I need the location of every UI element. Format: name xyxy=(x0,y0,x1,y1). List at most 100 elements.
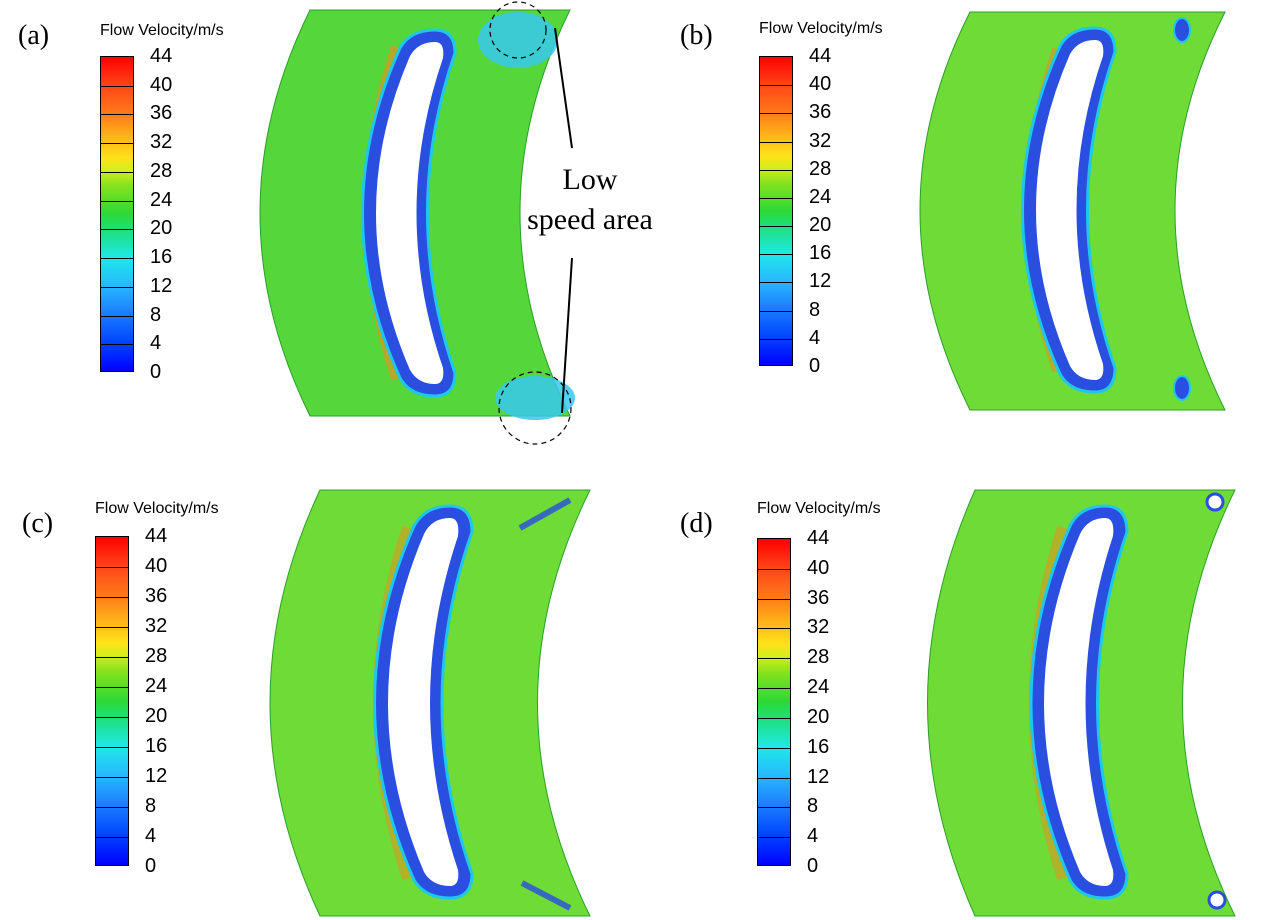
colorbar-tick-line xyxy=(758,598,790,600)
velocity-field-c xyxy=(269,489,591,917)
colorbar-tick-line xyxy=(101,344,133,346)
wake-streak-top-c xyxy=(518,497,572,531)
low-speed-region-top-a xyxy=(478,12,558,68)
colorbar-tick-line xyxy=(760,282,792,284)
colorbar-tick-label: 28 xyxy=(809,157,832,180)
colorbar-b xyxy=(759,56,793,366)
colorbar-tick-label: 24 xyxy=(807,676,830,699)
colorbar-tick-label: 4 xyxy=(150,332,162,355)
panel-d: (d) Flow Velocity/m/s 44 40 36 32 28 24 20 16 12… xyxy=(635,460,1270,920)
colorbar-tick-line xyxy=(96,807,128,808)
colorbar-tick-label: 28 xyxy=(807,646,830,669)
colorbar-tick-line xyxy=(96,837,128,838)
colorbar-tick-line xyxy=(101,171,133,173)
annotation-leader-top xyxy=(554,27,573,149)
colorbar-tick-line xyxy=(96,567,128,568)
wake-streak-bottom-c xyxy=(520,880,572,911)
colorbar-tick-line xyxy=(758,807,790,809)
colorbar-tick-line xyxy=(760,338,792,340)
colorbar-tick-line xyxy=(758,688,790,690)
colorbar-tick-label: 36 xyxy=(809,101,832,124)
panel-a: (a) Flow Velocity/m/s Low speed area 44 4… xyxy=(0,0,653,460)
colorbar-tick-label: 44 xyxy=(145,525,168,547)
colorbar-tick-label: 8 xyxy=(809,298,821,321)
colorbar-tick-line xyxy=(758,777,790,779)
velocity-field-a xyxy=(259,1,575,445)
annotation-line-1: Low xyxy=(562,163,618,196)
colorbar-tick-line xyxy=(760,226,792,228)
colorbar-tick-label: 8 xyxy=(150,303,162,326)
small-vortex-top-d xyxy=(1205,492,1225,512)
colorbar-tick-label: 8 xyxy=(145,795,157,817)
colorbar-tick-label: 32 xyxy=(809,129,832,152)
colorbar-tick-label: 40 xyxy=(809,73,832,96)
colorbar-tick-line xyxy=(758,747,790,749)
colorbar-tick-line xyxy=(758,837,790,839)
colorbar-tick-line xyxy=(101,143,133,145)
colorbar-tick-label: 16 xyxy=(145,735,168,757)
colorbar-tick-label: 20 xyxy=(150,217,173,240)
small-vortex-bottom-d xyxy=(1207,890,1227,910)
colorbar-tick-label: 0 xyxy=(145,855,157,877)
low-speed-region-bottom-a xyxy=(495,376,575,420)
colorbar-tick-label: 12 xyxy=(807,765,830,788)
colorbar-tick-line xyxy=(760,85,792,87)
colorbar-tick-label: 40 xyxy=(145,555,168,577)
colorbar-tick-line xyxy=(96,777,128,778)
colorbar-tick-label: 32 xyxy=(807,616,830,639)
small-vortex-bottom-b xyxy=(1173,375,1191,401)
colorbar-tick-label: 28 xyxy=(150,159,173,182)
colorbar-title-b: Flow Velocity/m/s xyxy=(759,20,883,37)
colorbar-tick-label: 12 xyxy=(809,270,832,293)
colorbar-tick-line xyxy=(101,286,133,288)
colorbar-tick-line xyxy=(96,747,128,748)
panel-label-c: (c) xyxy=(22,508,54,539)
colorbar-tick-label: 36 xyxy=(145,585,168,607)
colorbar-tick-label: 0 xyxy=(809,355,821,377)
colorbar-tick-label: 20 xyxy=(809,214,832,237)
colorbar-tick-label: 24 xyxy=(150,188,173,211)
colorbar-tick-label: 44 xyxy=(809,45,832,67)
colorbar-tick-label: 36 xyxy=(807,586,830,609)
blade-hole-b xyxy=(1036,40,1104,380)
annotation-line-2: speed area xyxy=(527,203,653,236)
colorbar-a xyxy=(100,56,134,372)
blade-hole-d xyxy=(1044,518,1114,886)
blade-hole-c xyxy=(388,518,459,886)
annotation-low-speed: Low speed area xyxy=(505,160,675,240)
colorbar-tick-label: 8 xyxy=(807,795,819,818)
colorbar-tick-line xyxy=(101,315,133,317)
colorbar-tick-line xyxy=(101,200,133,202)
colorbar-tick-line xyxy=(760,197,792,199)
small-vortex-top-b xyxy=(1173,17,1191,43)
colorbar-tick-line xyxy=(758,628,790,630)
panel-label-d: (d) xyxy=(680,508,713,539)
colorbar-tick-label: 24 xyxy=(809,185,832,208)
colorbar-tick-label: 16 xyxy=(809,242,832,265)
colorbar-tick-line xyxy=(96,717,128,718)
colorbar-tick-line xyxy=(760,113,792,115)
low-speed-marker-top-a xyxy=(489,1,547,59)
colorbar-title-c: Flow Velocity/m/s xyxy=(95,500,219,517)
colorbar-tick-line xyxy=(760,141,792,143)
panel-label-b: (b) xyxy=(680,20,713,51)
colorbar-tick-line xyxy=(96,687,128,688)
colorbar-tick-line xyxy=(758,717,790,719)
colorbar-title-a: Flow Velocity/m/s xyxy=(100,22,224,39)
colorbar-tick-label: 40 xyxy=(807,556,830,579)
low-speed-marker-bottom-a xyxy=(498,371,572,445)
colorbar-tick-label: 16 xyxy=(150,246,173,269)
colorbar-tick-line xyxy=(101,229,133,231)
colorbar-tick-line xyxy=(101,114,133,116)
colorbar-tick-label: 20 xyxy=(145,705,168,727)
colorbar-tick-label: 4 xyxy=(145,825,157,847)
colorbar-tick-label: 0 xyxy=(150,361,162,383)
colorbar-tick-line xyxy=(760,254,792,256)
colorbar-tick-line xyxy=(96,627,128,628)
blade-hole-a xyxy=(376,42,444,384)
colorbar-tick-line xyxy=(101,85,133,87)
colorbar-tick-label: 40 xyxy=(150,73,173,96)
annotation-leader-bottom xyxy=(561,257,573,414)
colorbar-tick-label: 44 xyxy=(150,45,173,67)
colorbar-title-d: Flow Velocity/m/s xyxy=(757,500,881,517)
